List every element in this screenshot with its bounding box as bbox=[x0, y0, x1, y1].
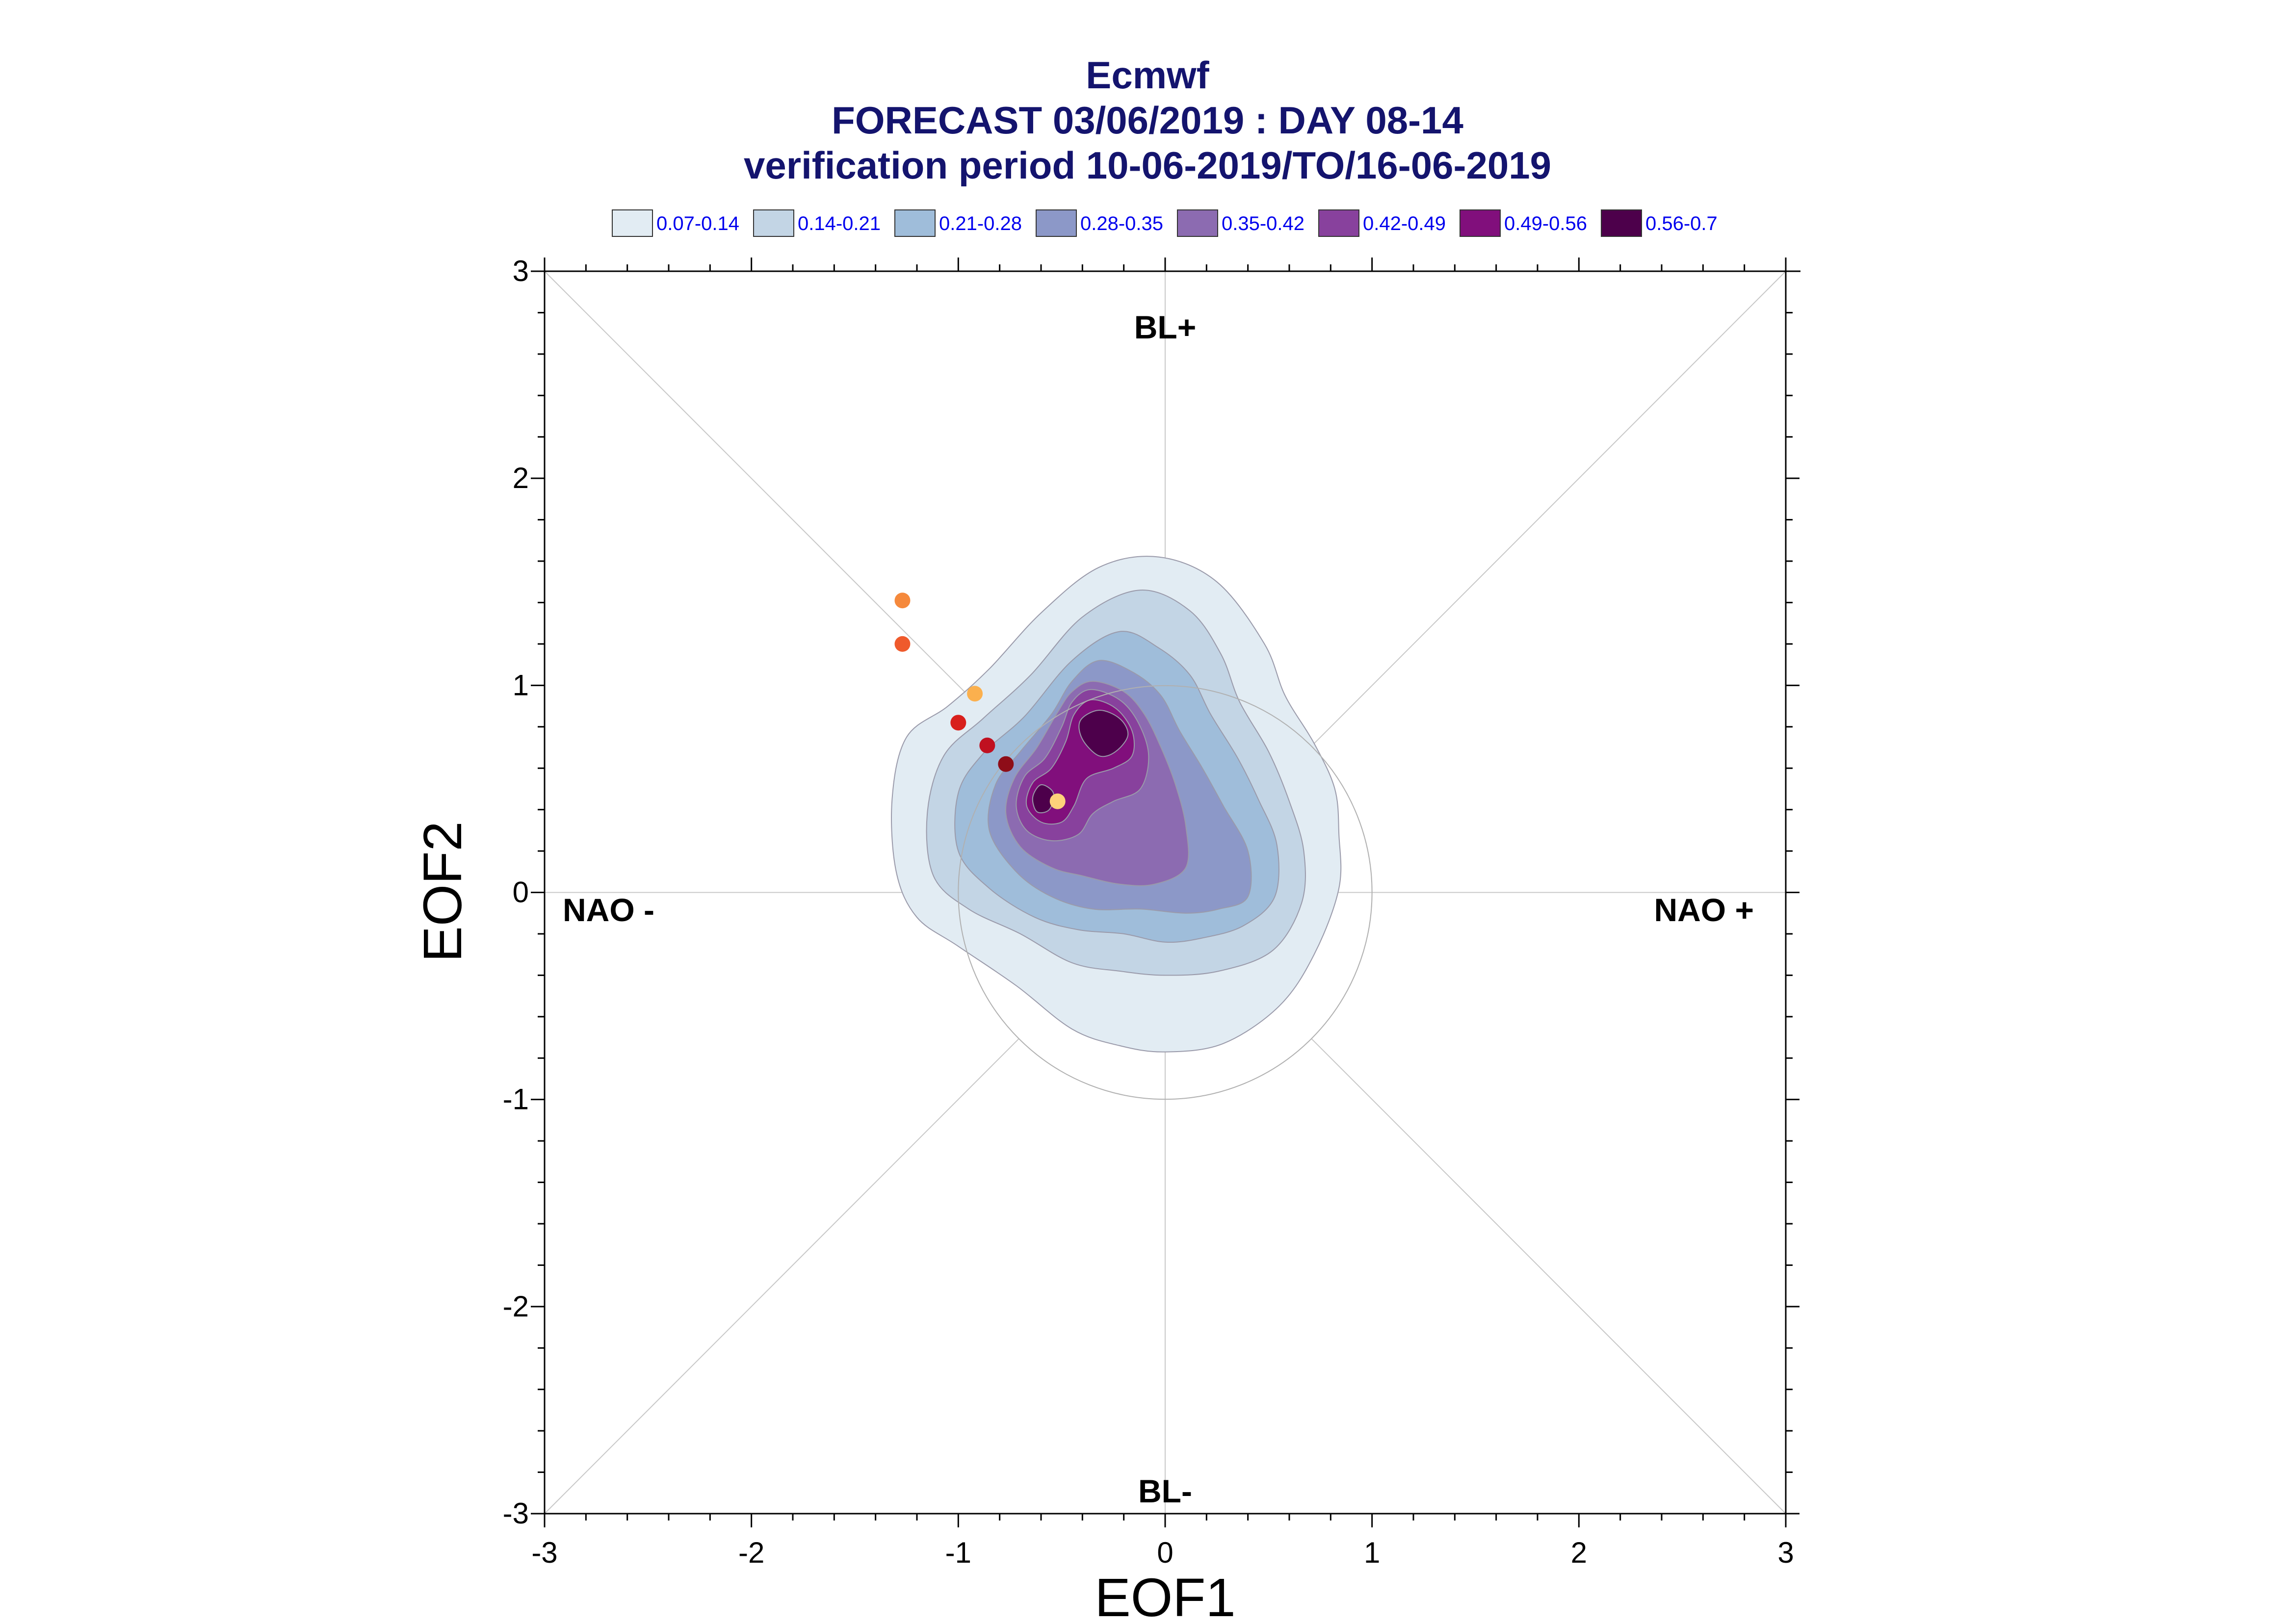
regime-label-nao-plus: NAO + bbox=[1654, 892, 1754, 928]
legend-swatch bbox=[1177, 209, 1218, 237]
legend-swatch bbox=[1036, 209, 1077, 237]
data-point bbox=[894, 593, 911, 609]
x-tick-label: -2 bbox=[738, 1536, 764, 1569]
legend-label: 0.49-0.56 bbox=[1504, 213, 1587, 234]
x-tick-label: -3 bbox=[531, 1536, 557, 1569]
legend-label: 0.21-0.28 bbox=[939, 213, 1022, 234]
data-point bbox=[967, 686, 983, 702]
legend-label: 0.07-0.14 bbox=[656, 213, 739, 234]
legend-swatch bbox=[753, 209, 794, 237]
legend-label: 0.28-0.35 bbox=[1080, 213, 1163, 234]
chart-subtitle-forecast: FORECAST 03/06/2019 : DAY 08-14 bbox=[832, 99, 1463, 142]
x-axis-label: EOF1 bbox=[1095, 1568, 1235, 1624]
data-point bbox=[979, 737, 995, 753]
legend-label: 0.14-0.21 bbox=[798, 213, 881, 234]
y-tick-label: -3 bbox=[503, 1497, 529, 1530]
regime-label-bl-minus: BL- bbox=[1138, 1473, 1192, 1509]
chart-title: Ecmwf bbox=[1086, 53, 1209, 97]
y-tick-label: -2 bbox=[503, 1290, 529, 1323]
data-point bbox=[894, 636, 911, 652]
diagonal-line-nw bbox=[544, 271, 1019, 747]
y-tick-label: 0 bbox=[513, 876, 529, 909]
y-tick-label: 1 bbox=[513, 669, 529, 701]
legend-label: 0.56-0.7 bbox=[1645, 213, 1718, 234]
data-point bbox=[998, 756, 1014, 772]
density-contour bbox=[1032, 784, 1054, 814]
plot-area: -3 -2 -1 0 1 2 3 -3 -2 -1 0 1 2 3 BL+ BL- NAO - NAO + bbox=[503, 255, 1800, 1569]
diagonal-line-sw bbox=[544, 1038, 1019, 1514]
y-axis-label: EOF2 bbox=[413, 821, 473, 962]
unit-circle bbox=[958, 685, 1373, 1100]
chart-subtitle-period: verification period 10-06-2019/TO/16-06-… bbox=[744, 144, 1551, 187]
data-point bbox=[950, 715, 966, 731]
y-tick-label: 3 bbox=[513, 255, 529, 287]
x-tick-label: 1 bbox=[1364, 1536, 1380, 1569]
legend-swatch bbox=[1460, 209, 1501, 237]
regime-label-nao-minus: NAO - bbox=[563, 892, 654, 928]
x-tick-label: -1 bbox=[945, 1536, 971, 1569]
diagonal-line-se bbox=[1311, 1038, 1786, 1514]
legend-swatch bbox=[894, 209, 936, 237]
legend-label: 0.42-0.49 bbox=[1363, 213, 1446, 234]
regime-label-bl-plus: BL+ bbox=[1134, 309, 1197, 345]
legend-swatch bbox=[1601, 209, 1642, 237]
y-tick-label: 2 bbox=[513, 462, 529, 494]
x-tick-label: 0 bbox=[1157, 1536, 1173, 1569]
x-tick-label: 2 bbox=[1571, 1536, 1587, 1569]
density-contour bbox=[1078, 709, 1129, 757]
density-legend: 0.07-0.14 0.14-0.21 0.21-0.28 0.28-0.35 0.35… bbox=[612, 209, 1718, 237]
legend-swatch bbox=[1318, 209, 1359, 237]
legend-swatch bbox=[612, 209, 653, 237]
diagonal-line-ne bbox=[1311, 271, 1786, 747]
y-tick-label: -1 bbox=[503, 1083, 529, 1116]
legend-label: 0.35-0.42 bbox=[1222, 213, 1304, 234]
data-point bbox=[1049, 793, 1066, 809]
x-tick-label: 3 bbox=[1777, 1536, 1794, 1569]
